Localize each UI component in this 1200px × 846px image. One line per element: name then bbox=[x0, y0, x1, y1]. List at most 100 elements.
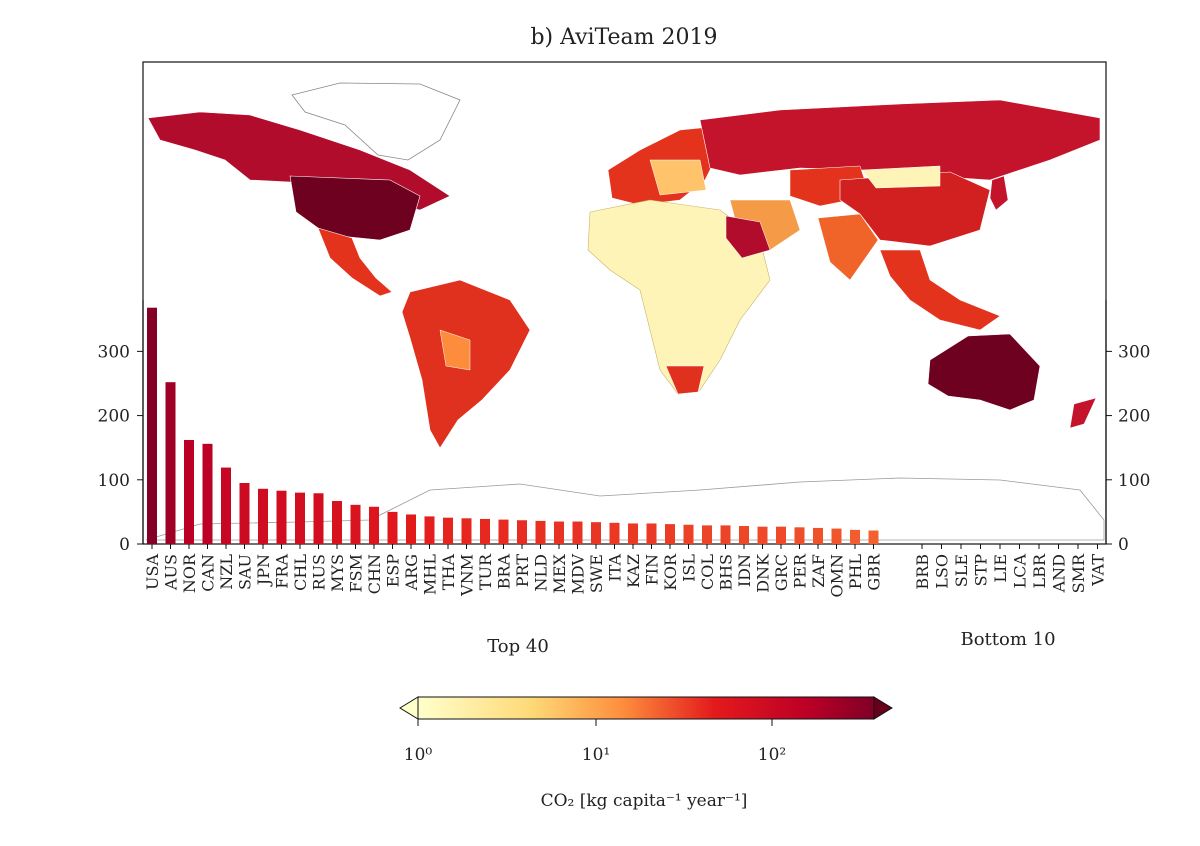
top-bar-prt bbox=[517, 520, 527, 544]
colorbar-gradient bbox=[417, 696, 875, 720]
map-mexico bbox=[317, 227, 393, 297]
top-x-label-nor: NOR bbox=[180, 553, 199, 593]
map-russia bbox=[699, 99, 1101, 181]
y-tick-label-left-0: 0 bbox=[119, 535, 130, 555]
top-x-label-chl: CHL bbox=[291, 554, 310, 591]
map-southeast-asia bbox=[879, 249, 1001, 331]
top-bar-fra bbox=[276, 490, 287, 544]
top-x-label-dnk: DNK bbox=[754, 553, 773, 593]
y-tick-label-right-2: 200 bbox=[1118, 407, 1150, 427]
colorbar-tick-label-1: 10¹ bbox=[582, 745, 610, 765]
top-x-label-isl: ISL bbox=[680, 554, 699, 582]
map-new-zealand bbox=[1069, 397, 1097, 429]
top-bar-nld bbox=[535, 520, 546, 544]
top-bar-mys bbox=[332, 500, 342, 544]
top-x-label-zaf: ZAF bbox=[809, 554, 828, 588]
top-x-label-prt: PRT bbox=[513, 554, 532, 588]
top-x-label-nzl: NZL bbox=[217, 554, 236, 590]
top-x-label-bra: BRA bbox=[495, 554, 514, 590]
top-x-label-grc: GRC bbox=[772, 554, 791, 591]
top-bar-kor bbox=[665, 524, 675, 544]
top-bar-can bbox=[202, 443, 213, 544]
top-bar-kaz bbox=[628, 523, 638, 544]
top-bar-ita bbox=[609, 522, 620, 544]
map-india bbox=[817, 213, 879, 281]
top-x-label-bhs: BHS bbox=[717, 554, 736, 591]
top-bar-per bbox=[794, 527, 805, 544]
top-x-label-tur: TUR bbox=[476, 553, 495, 590]
top-x-label-mhl: MHL bbox=[421, 554, 440, 595]
top-bar-jpn bbox=[258, 488, 268, 544]
y-tick-label-left-2: 200 bbox=[98, 407, 130, 427]
top-bar-fin bbox=[646, 523, 657, 544]
top-bar-chn bbox=[369, 506, 379, 544]
top-x-label-esp: ESP bbox=[384, 554, 403, 588]
colorbar-tick-label-0: 10⁰ bbox=[404, 745, 433, 765]
top-x-label-mys: MYS bbox=[328, 554, 347, 592]
top-x-label-usa: USA bbox=[143, 554, 162, 590]
top-x-label-chn: CHN bbox=[365, 554, 384, 594]
group-label-top: Top 40 bbox=[487, 636, 549, 657]
top-bar-vnm bbox=[461, 518, 472, 544]
top-bar-usa bbox=[147, 307, 157, 544]
top-x-label-ita: ITA bbox=[606, 554, 625, 582]
x-tick-labels: USA AUS NOR CAN NZL SAU JPN FRA CHL RUS MYS FSM CHN E… bbox=[143, 553, 1108, 598]
y-tick-label-left-3: 300 bbox=[98, 342, 130, 362]
top-x-label-gbr: GBR bbox=[865, 553, 884, 591]
top-bar-rus bbox=[313, 493, 324, 544]
bottom-x-label-smr: SMR bbox=[1069, 553, 1088, 593]
bottom-x-label-lbr: LBR bbox=[1030, 553, 1049, 588]
top-bar-bra bbox=[498, 519, 509, 544]
bottom-x-label-stp: STP bbox=[972, 554, 991, 587]
map-eastern-europe bbox=[649, 159, 707, 196]
top-x-label-nld: NLD bbox=[532, 554, 551, 591]
y-tick-label-right-0: 0 bbox=[1118, 535, 1129, 555]
top-bar-omn bbox=[831, 528, 842, 544]
top-x-label-tha: THA bbox=[439, 554, 458, 591]
top-bar-mhl bbox=[424, 516, 435, 544]
top-bar-fsm bbox=[350, 504, 361, 544]
world-map bbox=[145, 82, 1105, 541]
map-australia bbox=[927, 333, 1041, 411]
map-china bbox=[839, 171, 991, 247]
colorbar-label: CO₂ [kg capita⁻¹ year⁻¹] bbox=[541, 791, 748, 811]
map-greenland bbox=[291, 82, 461, 161]
top-bar-mdv bbox=[572, 521, 583, 544]
top-x-label-kaz: KAZ bbox=[624, 554, 643, 588]
top-bar-sau bbox=[239, 483, 250, 544]
top-x-label-mdv: MDV bbox=[569, 554, 588, 595]
colorbar: 10⁰ 10¹ 10² CO₂ [kg capita⁻¹ year⁻¹] bbox=[399, 696, 893, 811]
top-bar-gbr bbox=[868, 530, 879, 544]
y-ticks: 0 0 100 100 200 200 300 300 bbox=[98, 342, 1151, 555]
top-x-label-mex: MEX bbox=[550, 553, 569, 593]
colorbar-tick-label-2: 10² bbox=[758, 745, 786, 765]
top-bar-bhs bbox=[720, 525, 731, 544]
bottom-x-label-lso: LSO bbox=[933, 554, 952, 589]
y-tick-label-right-3: 300 bbox=[1118, 342, 1150, 362]
top-x-label-arg: ARG bbox=[402, 554, 421, 591]
top-bar-nzl bbox=[221, 467, 231, 544]
top-x-label-can: CAN bbox=[199, 554, 218, 592]
map-bolivia bbox=[439, 329, 471, 371]
top-x-label-fsm: FSM bbox=[347, 554, 366, 592]
top-bar-arg bbox=[406, 514, 416, 544]
top-x-label-idn: IDN bbox=[735, 554, 754, 587]
top-bar-mex bbox=[554, 521, 564, 544]
top-bar-aus bbox=[165, 382, 176, 544]
top-x-label-rus: RUS bbox=[310, 554, 329, 591]
map-south-africa bbox=[665, 365, 705, 395]
bottom-x-label-vat: VAT bbox=[1089, 554, 1108, 587]
bottom-x-label-brb: BRB bbox=[913, 554, 932, 590]
top-bar-isl bbox=[683, 524, 694, 544]
top-x-label-phl: PHL bbox=[846, 554, 865, 590]
top-x-label-omn: OMN bbox=[828, 554, 847, 598]
group-label-bottom: Bottom 10 bbox=[960, 629, 1055, 650]
top-x-label-aus: AUS bbox=[162, 554, 181, 591]
y-tick-label-left-1: 100 bbox=[98, 471, 130, 491]
top-x-label-vnm: VNM bbox=[458, 554, 477, 597]
top-x-label-per: PER bbox=[791, 553, 810, 588]
map-mongolia bbox=[861, 165, 941, 189]
map-japan bbox=[989, 175, 1009, 211]
